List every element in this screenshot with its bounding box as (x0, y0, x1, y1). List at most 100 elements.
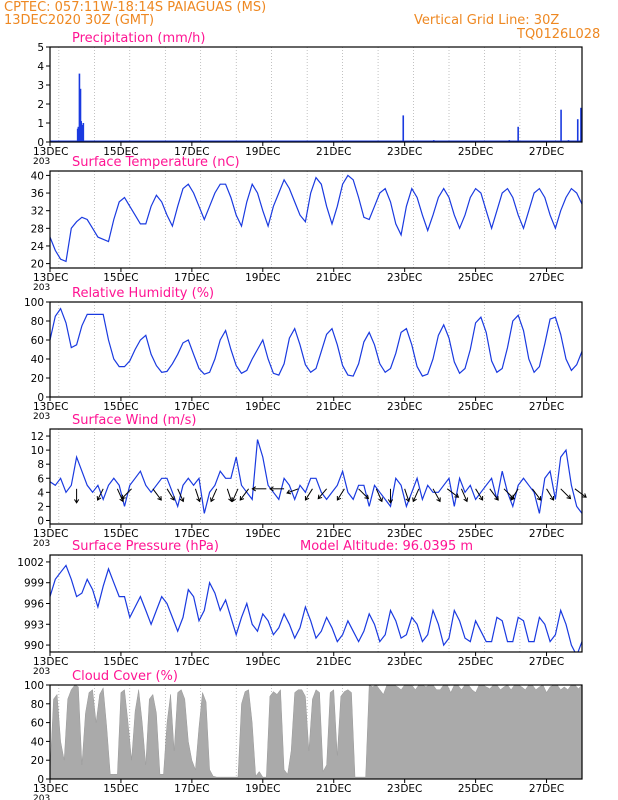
y-tick-label: 993 (24, 619, 44, 631)
wind-arrow (475, 488, 484, 501)
x-tick-label: 19DEC (245, 528, 280, 540)
y-tick-label: 20 (31, 373, 44, 385)
y-tick-label: 4 (37, 61, 44, 73)
x-tick-label: 21DEC (316, 783, 351, 795)
wind-arrowhead (121, 494, 126, 500)
y-tick-label: 0 (37, 515, 44, 527)
wind-series-line (50, 439, 582, 514)
y-tick-label: 2 (37, 99, 44, 111)
x-tick-label: 25DEC (458, 146, 493, 158)
y-tick-label: 0 (37, 774, 44, 786)
wind-arrow (531, 488, 542, 501)
wind-arrowhead (566, 494, 572, 500)
wind-arrow (574, 488, 587, 498)
y-tick-label: 100 (24, 297, 44, 309)
x-tick-label: 23DEC (387, 272, 422, 284)
x-tick-label: 15DEC (103, 656, 138, 668)
wind-arrow (226, 488, 233, 502)
wind-arrow (210, 488, 218, 502)
y-tick-label: 40 (31, 170, 44, 182)
x-tick-label: 19DEC (245, 401, 280, 413)
wind-arrowhead (119, 497, 125, 503)
x-tick-label: 25DEC (458, 528, 493, 540)
precip-bar (77, 126, 80, 142)
rh-title: Relative Humidity (%) (72, 286, 214, 301)
y-tick-label: 996 (24, 599, 44, 611)
wind-arrow (336, 488, 345, 501)
wind-arrow (412, 488, 420, 502)
precip-bar (580, 107, 582, 142)
y-tick-label: 60 (31, 718, 44, 730)
date-line: 13DEC2020 30Z (GMT) (4, 13, 155, 28)
y-tick-label: 4 (37, 487, 44, 499)
wind-arrow (358, 488, 369, 499)
temp-panel: 20 24 28 32 36 40 13DEC 15DEC 17DEC 19DEC 21DEC 23D… (31, 155, 583, 293)
x-tick-label: 23DEC (387, 783, 422, 795)
wind-arrow (121, 488, 132, 499)
cloud-area (50, 685, 582, 779)
x-tick-label: 17DEC (174, 272, 209, 284)
pressure-panel: 990 993 996 999 1002 13DEC 15DEC 17DEC 19DEC 21DE… (17, 539, 583, 677)
y-tick-label: 28 (31, 223, 44, 235)
precip-bar (517, 126, 519, 142)
precip-bar (560, 109, 562, 142)
x-tick-label: 17DEC (174, 656, 209, 668)
x-tick-label: 15DEC (103, 146, 138, 158)
wind-arrow (116, 488, 124, 502)
y-tick-label: 0 (37, 137, 44, 149)
y-tick-label: 1002 (17, 557, 44, 569)
wind-arrow (177, 488, 184, 502)
wind-arrowhead (304, 496, 310, 501)
wind-arrowhead (478, 496, 484, 501)
wind-arrow (305, 488, 313, 501)
x-tick-label: 13DEC (33, 401, 68, 413)
x-tick-label: 21DEC (316, 401, 351, 413)
precip-frame (49, 46, 583, 143)
x-tick-label: 13DEC (33, 656, 68, 668)
rh-panel: 0 20 40 60 80 100 13DEC 15DEC 17DEC 19DEC 21DEC 23D… (24, 286, 583, 422)
wind-arrowhead (412, 497, 417, 503)
wind-arrow (432, 488, 441, 502)
wind-arrowhead (286, 489, 292, 495)
x-tick-label: 23DEC (387, 146, 422, 158)
wind-panel: 0 2 4 6 8 10 12 13DEC 15DEC 17DEC 19DEC 21DEC 23DEC 2… (31, 413, 587, 549)
wind-arrow (546, 488, 554, 501)
cloud-panel: 0 20 40 60 80 100 13DEC 15DEC 17DEC 19DEC 21DEC 23D… (24, 669, 583, 800)
wind-arrowhead (510, 496, 515, 501)
precip-title: Precipitation (mm/h) (72, 31, 205, 46)
x-tick-label: 13DEC (33, 146, 68, 158)
wind-arrowhead (494, 495, 499, 501)
rh-series-line (50, 307, 582, 377)
x-tick-label: 19DEC (245, 656, 280, 668)
y-tick-label: 5 (37, 42, 44, 54)
x-tick-label: 19DEC (245, 783, 280, 795)
wind-frame (49, 428, 583, 525)
y-tick-label: 12 (31, 431, 44, 443)
precip-bar (576, 119, 579, 142)
y-tick-label: 990 (24, 640, 44, 652)
x-tick-label: 13DEC (33, 272, 68, 284)
precip-bar (78, 73, 81, 142)
y-tick-label: 999 (24, 578, 44, 590)
vertical-grid-line-label: Vertical Grid Line: 30Z (414, 13, 560, 28)
x-tick-label: 27DEC (529, 528, 564, 540)
y-tick-label: 60 (31, 335, 44, 347)
x-tick-label: 23DEC (387, 656, 422, 668)
wind-arrowhead (387, 499, 394, 504)
temp-title: Surface Temperature (nC) (72, 155, 240, 170)
x-tick-label: 27DEC (529, 401, 564, 413)
y-tick-label: 100 (24, 680, 44, 692)
x-tick-label: 27DEC (529, 272, 564, 284)
x-tick-label: 21DEC (316, 272, 351, 284)
x-tick-label: 17DEC (174, 146, 209, 158)
wind-arrow (317, 488, 328, 499)
y-tick-label: 80 (31, 699, 44, 711)
x-tick-label: 25DEC (458, 783, 493, 795)
year-label: 203 (33, 412, 50, 422)
wind-arrowhead (157, 495, 162, 501)
x-tick-label: 25DEC (458, 656, 493, 668)
y-tick-label: 1 (37, 118, 44, 130)
wind-arrowhead (239, 495, 245, 501)
x-tick-label: 19DEC (245, 272, 280, 284)
pressure-title2: Model Altitude: 96.0395 m (300, 539, 473, 554)
